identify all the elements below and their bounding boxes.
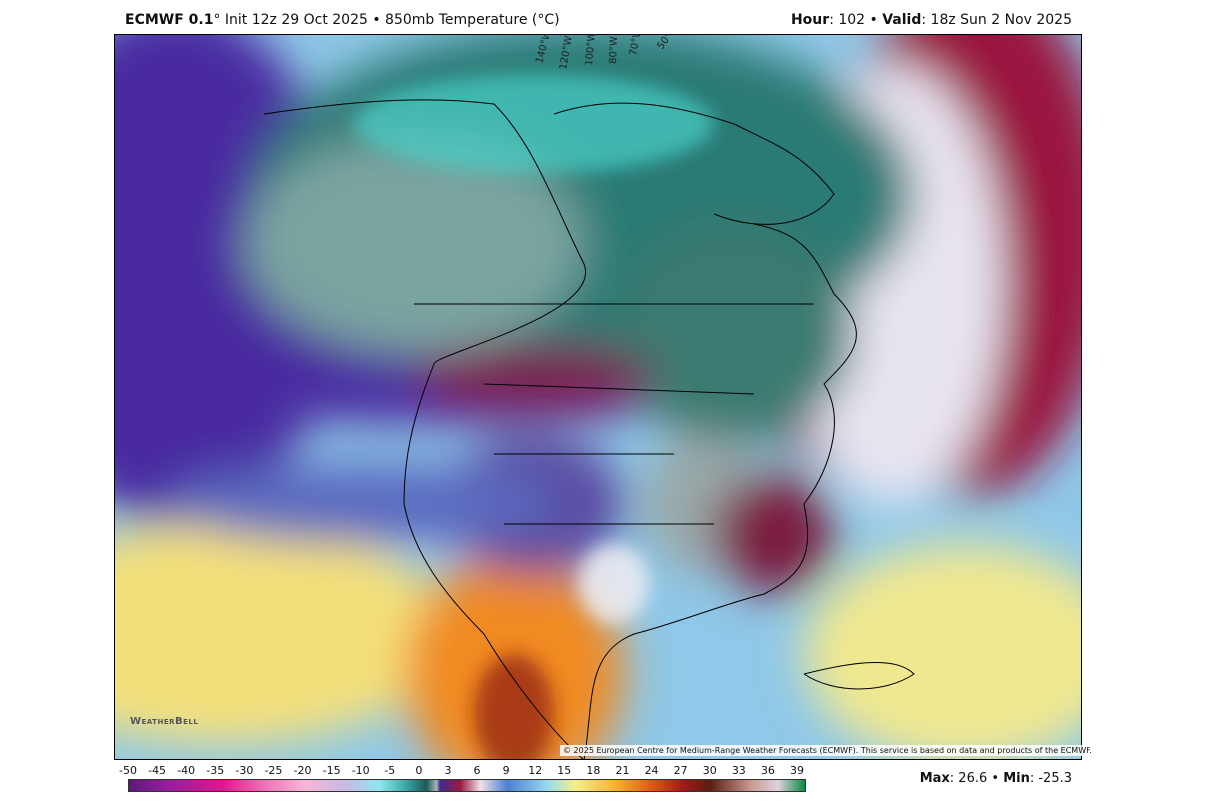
max-label: Max [919,771,950,786]
colorbar-tick-label: -10 [351,764,370,777]
copyright: © 2025 European Centre for Medium-Range … [560,745,1092,756]
map: 140°W 120°W 100°W 80°W 70°W 50°W [114,34,1082,760]
min-label: Min [1003,771,1030,786]
longitude-label: 100°W [584,34,598,66]
colorbar-tick-label: 18 [586,764,601,777]
colorbar-tick-label: -25 [264,764,283,777]
colorbar-tick-label: -45 [148,764,167,777]
hour: : 102 • [829,12,883,28]
map-frame [114,34,1082,760]
colorbar-tick-label: -20 [293,764,312,777]
stats: Max: 26.6 • Min: -25.3 [920,771,1072,786]
colorbar-tick-label: 30 [702,764,717,777]
colorbar-tick-label: -30 [235,764,254,777]
colorbar-tick-label: 3 [444,764,452,777]
max-value: : 26.6 • [949,771,1004,786]
model: ECMWF 0.1 [125,12,214,28]
colorbar-tick-label: 6 [473,764,481,777]
colorbar-tick-label: 15 [557,764,572,777]
temperature-field [114,34,1082,760]
colorbar-tick-label: -5 [384,764,396,777]
colorbar-tick-label: 27 [673,764,688,777]
colorbar-tick-label: 33 [731,764,746,777]
colorbar-tick-label: 36 [760,764,775,777]
colorbar-tick-label: 39 [790,764,804,777]
coastlines [263,99,915,760]
logo: WeatherBell [130,716,199,727]
init: ° Init 12z 29 Oct 2025 • 850mb Temperatu… [213,12,560,28]
colorbar-tick-label: 9 [502,764,510,777]
colorbar-tick-label: 24 [644,764,659,777]
colorbar [128,779,806,792]
valid-label: Valid [882,12,922,28]
colorbar-tick-label: 21 [615,764,630,777]
header-left: ECMWF 0.1° Init 12z 29 Oct 2025 • 850mb … [125,12,560,28]
longitude-label: 80°W [608,36,620,64]
colorbar-tick-label: -15 [322,764,341,777]
colorbar-tick-label: 12 [528,764,543,777]
colorbar-tick-label: 0 [415,764,423,777]
valid: : 18z Sun 2 Nov 2025 [921,12,1072,28]
colorbar-tick-label: -40 [177,764,196,777]
colorbar-tick-label: -35 [206,764,225,777]
header-right: Hour: 102 • Valid: 18z Sun 2 Nov 2025 [791,12,1072,28]
hour-label: Hour [790,12,830,28]
min-value: : -25.3 [1029,771,1072,786]
colorbar-tick-label: -50 [119,764,137,777]
longitude-label: 70°W [628,34,644,57]
